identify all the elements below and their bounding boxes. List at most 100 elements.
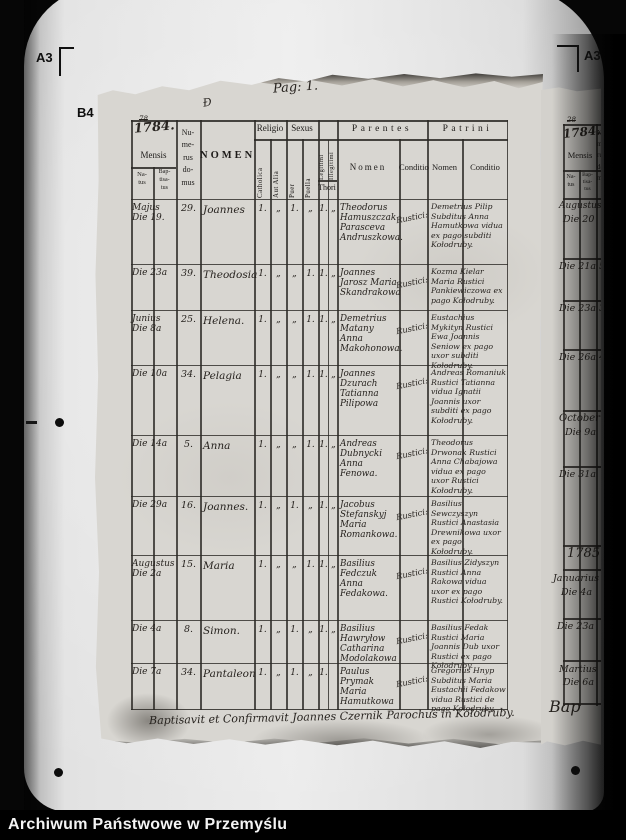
mark-puer: „ bbox=[292, 560, 297, 570]
fragment-entry: 1785. bbox=[567, 546, 601, 561]
frame-marker-a3-right: A3 bbox=[584, 48, 601, 63]
col-header-legitimi: Legitimi bbox=[318, 154, 325, 180]
fragment-entry: Bap bbox=[549, 697, 581, 716]
mark-puer: 1. bbox=[290, 204, 299, 214]
col-header-nomen: NOMEN bbox=[200, 150, 256, 161]
grid-line bbox=[399, 139, 401, 710]
mark-aut-alia: „ bbox=[276, 501, 281, 511]
grid-line bbox=[318, 180, 337, 182]
mark-catholica: 1. bbox=[258, 440, 267, 450]
cell-die: Die 23a bbox=[132, 268, 168, 278]
cell-month: Majus bbox=[132, 203, 160, 213]
cell-numerus-domus: 29. bbox=[180, 203, 197, 214]
mark-illegitimi: „ bbox=[331, 204, 336, 214]
cell-nomen: Helena. bbox=[203, 315, 245, 327]
table-row: Die 14a 5. Anna 1. „ „ 1. 1. „ Andreas D… bbox=[131, 435, 508, 497]
table-row: Majus Die 19. 29. Joannes 1. „ 1. „ 1. „… bbox=[131, 199, 508, 265]
table-row: Junius Die 8a 25. Helena. 1. „ „ 1. 1. „… bbox=[131, 310, 508, 370]
mark-aut-alia: „ bbox=[276, 269, 281, 279]
cell-patrini: Eustachius Mykityn Rustici Ewa Joannis S… bbox=[431, 313, 494, 370]
group-header-religio: Religio bbox=[256, 123, 284, 133]
grid-line bbox=[563, 618, 601, 620]
frame-marker-b4: B4 bbox=[77, 105, 94, 120]
registration-dot bbox=[571, 766, 580, 775]
col-header-aut-alia: Aut Alia bbox=[272, 170, 280, 198]
col-header-puer: Puer bbox=[288, 183, 296, 198]
mark-puer: 1. bbox=[290, 625, 299, 635]
mark-puer: „ bbox=[292, 269, 297, 279]
table-row: Augustus Die 2a 15. Maria 1. „ „ 1. 1. „… bbox=[131, 555, 508, 621]
cell-numerus-domus: 39. bbox=[180, 268, 197, 279]
mark-aut-alia: „ bbox=[276, 625, 281, 635]
grid-line bbox=[563, 569, 601, 571]
cell-parentes-nomen: Theodorus Hamuszczak Parasceva Andruszko… bbox=[340, 203, 403, 244]
mark-catholica: 1. bbox=[258, 501, 267, 511]
table-row: Die 7a 34. Pantaleon 1. „ 1. „ 1. Paulus… bbox=[131, 663, 508, 713]
col-header-illegitimi: Illegitimi bbox=[327, 151, 335, 180]
group-header-patrini: Patrini bbox=[442, 124, 493, 134]
cell-mensis: Junius Die 8a bbox=[132, 314, 177, 335]
grid-line bbox=[286, 120, 288, 710]
grid-line bbox=[427, 120, 429, 710]
cell-numerus-domus: 8. bbox=[183, 624, 194, 635]
cell-nomen: Pelagia bbox=[203, 370, 242, 382]
fragment-entry: Die 4a bbox=[561, 587, 593, 598]
grid-line bbox=[302, 139, 304, 710]
cell-patrini: Gregorius Hnyp Subditus Maria Eustachii … bbox=[431, 666, 506, 713]
ink-mark: Ɖ bbox=[201, 95, 213, 110]
mark-legitimi: 1. bbox=[319, 315, 328, 325]
cell-nomen: Anna bbox=[203, 440, 231, 452]
grid-line bbox=[563, 300, 601, 302]
cell-month: Augustus bbox=[132, 559, 175, 569]
watermark-band: Archiwum Państwowe w Przemyślu bbox=[0, 810, 626, 840]
corner-bracket-right-icon bbox=[557, 45, 579, 72]
col-header-mensis: Mensis bbox=[140, 150, 167, 160]
cell-parentes-conditio: Rustici: bbox=[395, 673, 429, 690]
col-header-parentes-nomen: Nomen bbox=[349, 162, 387, 172]
register-page: Pag: 1. Ɖ 1784. 78 Mensis Na- tus Bap- t… bbox=[95, 73, 543, 748]
mark-puer: „ bbox=[292, 370, 297, 380]
cell-die: Die 14a bbox=[132, 439, 168, 449]
mark-aut-alia: „ bbox=[276, 440, 281, 450]
table-row: Die 23a 39. Theodosia 1. „ „ 1. 1. „ Joa… bbox=[131, 264, 508, 311]
fragment-entry: Januarius bbox=[553, 573, 599, 584]
mark-illegitimi: „ bbox=[331, 501, 336, 511]
mark-illegitimi: „ bbox=[331, 315, 336, 325]
grid-line bbox=[131, 120, 508, 122]
mark-puella: 1. bbox=[306, 560, 315, 570]
fragment-header-numerus-partial: Nu me ru do mu bbox=[597, 129, 601, 182]
cell-nomen: Joannes bbox=[203, 204, 245, 216]
grid-line bbox=[506, 120, 509, 710]
register-table: 1784. 78 Mensis Na- tus Bap- tisa- tus N… bbox=[131, 115, 509, 713]
fragment-header-natus: Na- tus bbox=[566, 174, 576, 188]
fragment-header-mensis: Mensis bbox=[567, 150, 593, 160]
cell-parentes-nomen: Paulus Prymak Maria Hamutkowa bbox=[340, 667, 394, 708]
cell-die: Die 10a bbox=[132, 369, 168, 379]
grid-line bbox=[337, 120, 339, 710]
col-header-patrini-nomen: Nomen bbox=[431, 162, 458, 172]
cell-mensis: Majus Die 19. bbox=[132, 203, 177, 224]
mark-puella: „ bbox=[308, 625, 313, 635]
cell-die: Die 29a bbox=[132, 500, 168, 510]
cell-parentes-conditio: Rustici: bbox=[395, 630, 429, 647]
cell-mensis: Die 29a bbox=[132, 500, 177, 510]
cell-die: Die 8a bbox=[132, 324, 162, 335]
mark-puella: „ bbox=[308, 501, 313, 511]
fragment-entry: Die 20 bbox=[563, 214, 595, 225]
table-row: Die 10a 34. Pelagia 1. „ „ 1. 1. „ Joann… bbox=[131, 365, 508, 436]
mark-catholica: 1. bbox=[258, 269, 267, 279]
mark-illegitimi: „ bbox=[331, 560, 336, 570]
fragment-entry: Die 6a bbox=[563, 677, 595, 688]
mark-aut-alia: „ bbox=[276, 560, 281, 570]
cell-mensis: Die 4a bbox=[132, 624, 177, 634]
mark-illegitimi: „ bbox=[331, 269, 336, 279]
cell-patrini: Kozma Kielar Maria Rustici Pankiewiczowa… bbox=[431, 267, 503, 305]
cell-numerus-domus: 34. bbox=[180, 667, 197, 678]
registration-dot bbox=[55, 418, 64, 427]
cell-numerus-domus: 5. bbox=[183, 439, 194, 450]
cell-patrini: Theodorus Drwonak Rustici Anna Chabajowa… bbox=[431, 438, 498, 495]
mark-legitimi: 1. bbox=[319, 668, 328, 678]
fragment-header-baptisatus: Bap- tisa- tus bbox=[582, 172, 593, 193]
cell-numerus-domus: 34. bbox=[180, 369, 197, 380]
col-header-puella: Puella bbox=[304, 178, 312, 198]
